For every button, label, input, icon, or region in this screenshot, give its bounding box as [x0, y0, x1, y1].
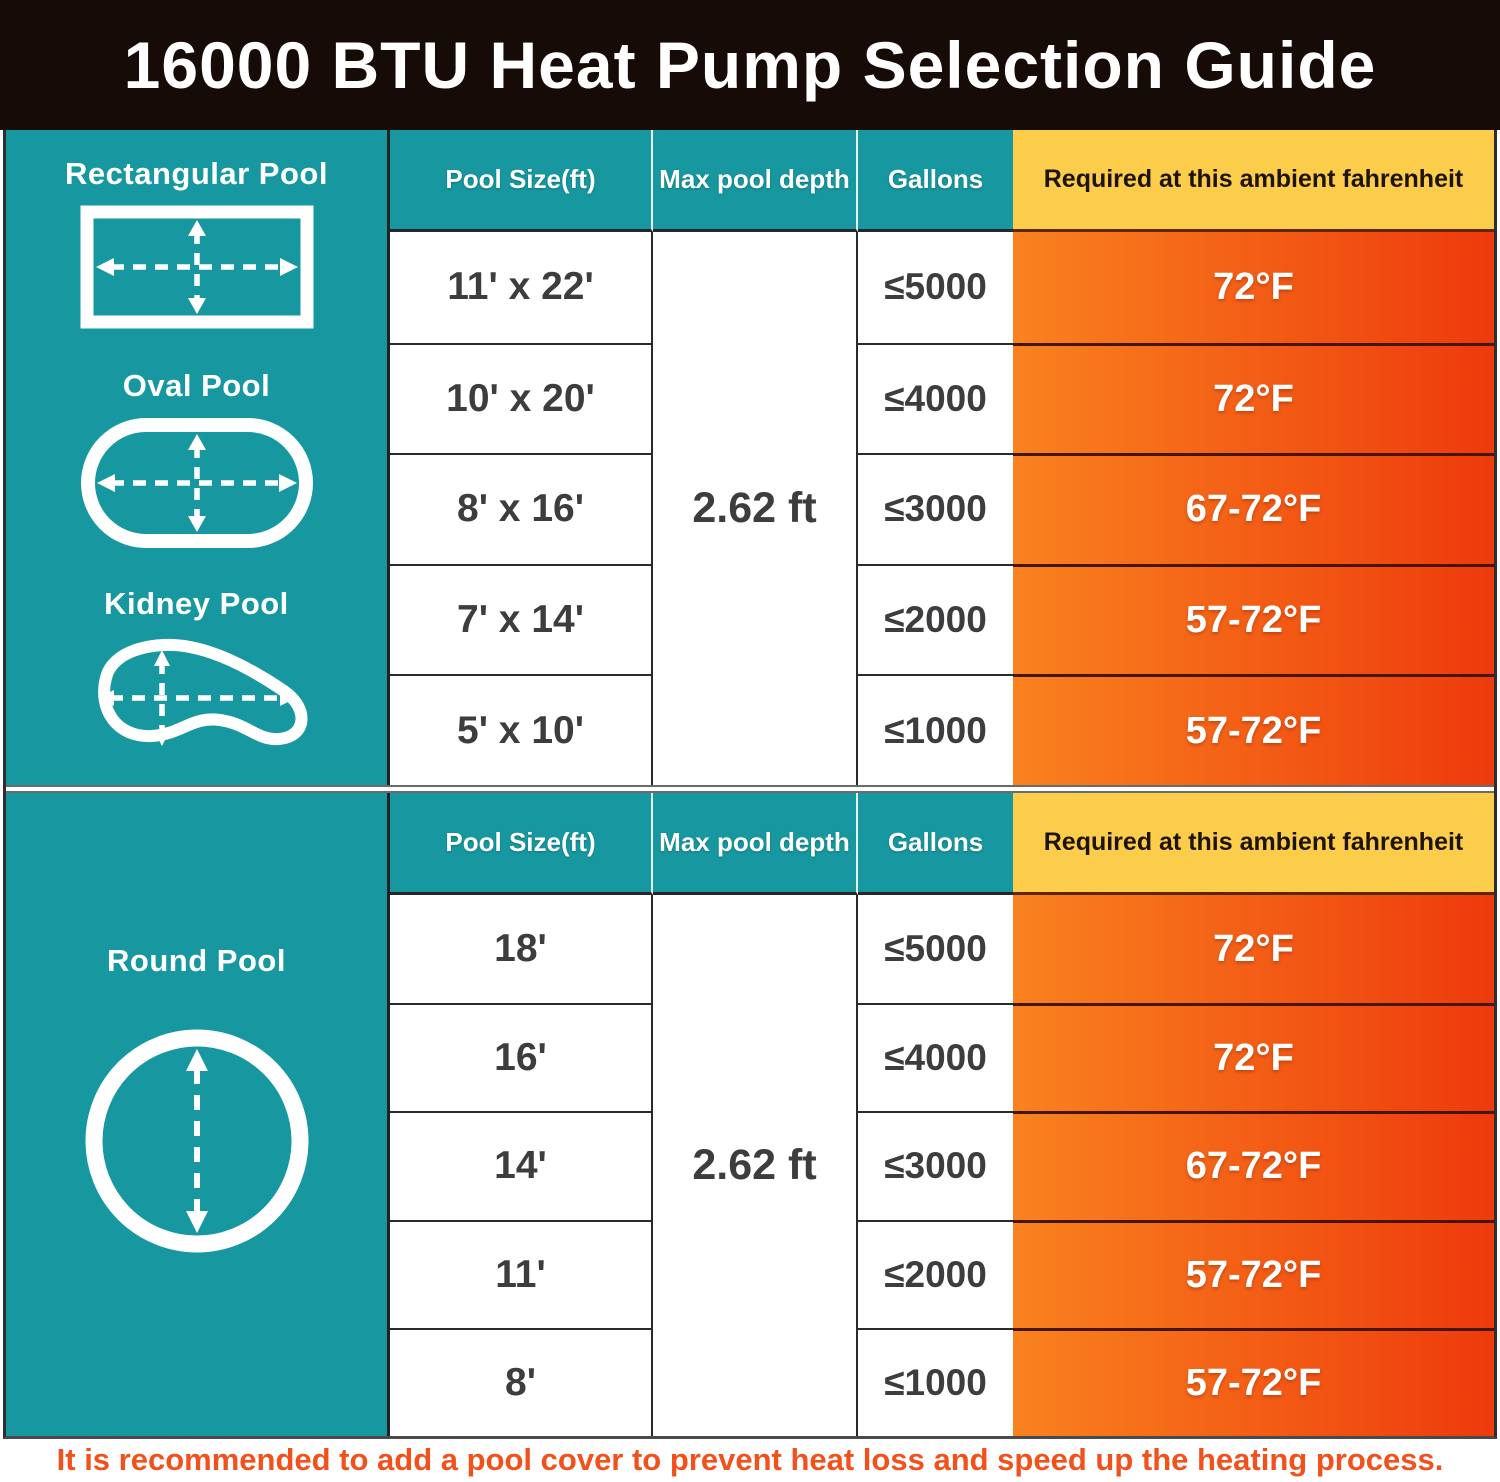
header-required-temp: Required at this ambient fahrenheit	[1013, 130, 1494, 232]
pool-type-oval: Oval Pool	[79, 368, 315, 550]
pool-size-cell: 14'	[390, 1111, 653, 1220]
pool-type-label: Oval Pool	[122, 368, 271, 403]
gallons-cell: ≤4000	[858, 342, 1013, 454]
header-max-depth: Max pool depth	[653, 130, 858, 232]
required-temp-cell: 72°F	[1013, 232, 1494, 343]
gallons-cell: ≤4000	[858, 1003, 1013, 1112]
pool-size-cell: 16'	[390, 1003, 653, 1112]
gallons-cell: ≤3000	[858, 453, 1013, 564]
header-pool-size: Pool Size(ft)	[390, 792, 653, 895]
pool-type-label: Round Pool	[107, 942, 286, 978]
pool-size-cell: 10' x 20'	[390, 342, 653, 454]
pool-type-label: Rectangular Pool	[65, 156, 328, 191]
gallons-cell: ≤1000	[858, 1327, 1013, 1436]
required-temp-cell: 57-72°F	[1013, 1327, 1494, 1436]
pool-size-cell: 11'	[390, 1219, 653, 1328]
pool-size-cell: 18'	[390, 894, 653, 1004]
pool-size-cell: 11' x 22'	[390, 232, 653, 343]
required-temp-cell: 67-72°F	[1013, 1111, 1494, 1220]
header-gallons: Gallons	[858, 792, 1013, 895]
header-gallons: Gallons	[858, 130, 1013, 232]
kidney-pool-icon	[97, 638, 307, 746]
pool-size-cell: 5' x 10'	[390, 674, 653, 785]
pool-size-cell: 7' x 14'	[390, 563, 653, 675]
note-text: It is recommended to add a pool cover to…	[56, 1442, 1444, 1478]
gallons-cell: ≤2000	[858, 563, 1013, 675]
note-bar: It is recommended to add a pool cover to…	[0, 1438, 1500, 1482]
round-pool-icon	[85, 1029, 308, 1253]
rectangular-pool-icon	[80, 205, 313, 329]
required-temp-cell: 72°F	[1013, 894, 1494, 1004]
pool-shapes-sidebar: Rectangular Pool Oval Pool	[6, 130, 390, 785]
max-depth-value: 2.62 ft	[653, 232, 858, 785]
pool-type-kidney: Kidney Pool	[72, 586, 322, 768]
gallons-cell: ≤5000	[858, 894, 1013, 1004]
gallons-cell: ≤1000	[858, 674, 1013, 785]
pool-size-cell: 8' x 16'	[390, 453, 653, 564]
required-temp-cell: 57-72°F	[1013, 563, 1494, 675]
pool-type-label: Kidney Pool	[104, 586, 289, 621]
round-pool-sidebar: Round Pool	[6, 792, 390, 1436]
max-depth-value: 2.62 ft	[653, 894, 858, 1436]
required-temp-cell: 72°F	[1013, 342, 1494, 454]
header-required-temp: Required at this ambient fahrenheit	[1013, 792, 1494, 895]
required-temp-cell: 72°F	[1013, 1003, 1494, 1112]
table-divider	[6, 784, 1494, 793]
required-temp-cell: 57-72°F	[1013, 1219, 1494, 1328]
pool-table-round: Round Pool Pool Size(ft) Max pool depth …	[6, 792, 1494, 1436]
tables-container: Rectangular Pool Oval Pool	[3, 130, 1497, 1439]
gallons-cell: ≤2000	[858, 1219, 1013, 1328]
pool-type-rectangular: Rectangular Pool	[65, 156, 328, 330]
header-pool-size: Pool Size(ft)	[390, 130, 653, 232]
gallons-cell: ≤3000	[858, 1111, 1013, 1220]
pool-size-cell: 8'	[390, 1327, 653, 1436]
header-max-depth: Max pool depth	[653, 792, 858, 895]
required-temp-cell: 57-72°F	[1013, 674, 1494, 785]
title-bar: 16000 BTU Heat Pump Selection Guide	[0, 0, 1500, 130]
oval-pool-icon	[80, 418, 313, 548]
page-title: 16000 BTU Heat Pump Selection Guide	[123, 28, 1377, 102]
gallons-cell: ≤5000	[858, 232, 1013, 343]
required-temp-cell: 67-72°F	[1013, 453, 1494, 564]
pool-table-rect-oval-kidney: Rectangular Pool Oval Pool	[6, 130, 1494, 785]
pool-type-round: Round Pool	[75, 943, 319, 1263]
